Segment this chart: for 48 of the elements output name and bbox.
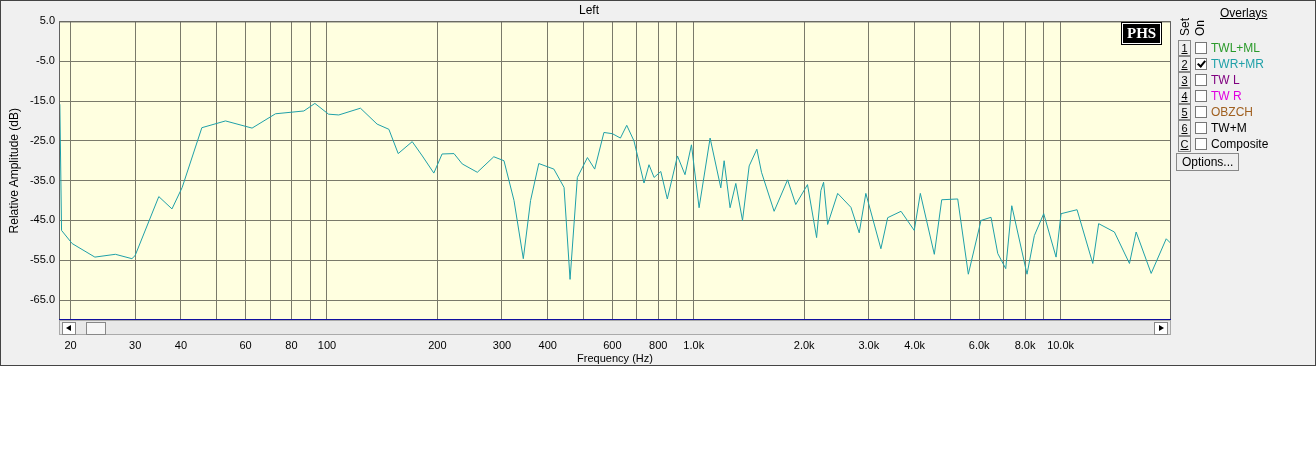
y-tick-label: -45.0: [29, 213, 55, 226]
text: 1: [1178, 40, 1191, 56]
x-tick-label: 100: [317, 338, 337, 351]
x-tick-label: 8.0k: [1014, 338, 1036, 351]
text: 6: [1178, 120, 1191, 136]
text: On: [1193, 19, 1207, 36]
x-tick-label: 800: [649, 338, 668, 351]
y-tick-label: -25.0: [29, 133, 55, 146]
x-tick-label: 200: [428, 338, 447, 351]
x-tick-label: 80: [285, 338, 298, 351]
text: TW L: [1211, 73, 1240, 87]
x-tick-label: 6.0k: [968, 338, 991, 351]
text: 4: [1178, 88, 1191, 104]
text: OBZCH: [1211, 105, 1253, 119]
text: 5: [1178, 104, 1191, 120]
text: TW+M: [1211, 121, 1247, 135]
x-tick-label: 2.0k: [793, 338, 816, 351]
text: Set: [1178, 17, 1192, 36]
y-tick-label: -55.0: [29, 253, 55, 266]
y-tick-label: 5.0: [39, 14, 55, 27]
x-tick-label: 4.0k: [904, 338, 926, 351]
x-tick-label: 20: [64, 338, 77, 351]
text: Options...: [1176, 153, 1240, 171]
x-tick-label: 600: [603, 338, 622, 351]
y-tick-label: -65.0: [29, 293, 55, 306]
text: Composite: [1211, 137, 1269, 151]
text: TW R: [1211, 89, 1242, 103]
y-tick-label: -5.0: [36, 54, 55, 67]
x-tick-label: 60: [239, 338, 252, 351]
text: TWL+ML: [1211, 41, 1261, 55]
y-tick-label: -15.0: [29, 94, 55, 107]
x-tick-label: 400: [538, 338, 557, 351]
text: TWR+MR: [1211, 57, 1264, 71]
text: C: [1178, 136, 1191, 152]
chart-title: Left: [578, 2, 600, 17]
legend-title: Overlays: [1220, 6, 1268, 20]
x-tick-label: 40: [174, 338, 188, 351]
x-tick-label: 30: [129, 338, 142, 351]
text: 3: [1178, 72, 1191, 88]
annotation: PHS: [1122, 23, 1162, 44]
x-tick-label: 3.0k: [858, 338, 880, 351]
y-tick-label: -35.0: [29, 173, 55, 186]
text: 2: [1178, 56, 1191, 72]
x-tick-label: 1.0k: [683, 338, 705, 351]
x-axis-title: Frequency (Hz): [577, 352, 653, 365]
y-axis-title: Relative Amplitude (dB): [6, 108, 21, 234]
x-tick-label: 300: [492, 338, 512, 351]
x-tick-label: 10.0k: [1047, 338, 1075, 351]
